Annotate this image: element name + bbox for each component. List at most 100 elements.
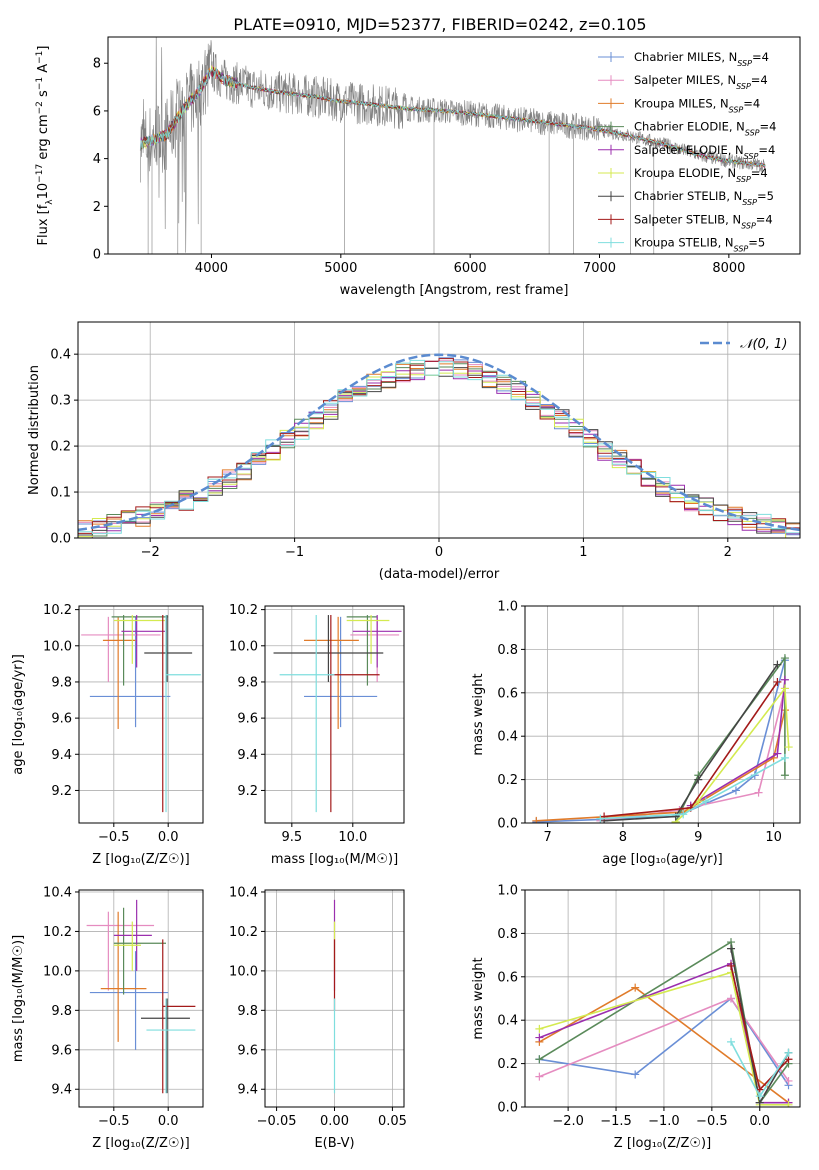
legend-label-sub: SSP [744,151,759,160]
mass-vs-ebv-panel: −0.05 0.00 0.05 9.4 9.6 9.8 10.0 10.2 10.4 E(B-V) [229,885,407,1151]
y-axis-label-part: 10 [36,183,51,200]
plot-area [532,654,793,823]
weight-line [604,664,779,822]
y-axis-label: age [log₁₀(age/yr)] [11,654,26,775]
y-tick-label: 10.4 [229,885,258,900]
x-tick-label: 7 [543,830,551,845]
x-tick-label: −0.5 [696,1114,728,1129]
plot-area [86,899,196,1094]
legend-label: Chabrier STELIB, NSSP=5 [634,189,774,207]
x-tick-label: 2 [724,545,732,560]
model-spectrum-line [139,67,766,168]
y-tick-label: 9.6 [51,712,72,727]
legend-label-count: =4 [756,212,773,226]
y-axis-label-part: −2 [35,101,45,114]
x-tick-label: 5000 [324,261,357,276]
y-tick-label: 0.0 [497,1101,518,1116]
y-axis-label-part: −17 [35,164,45,183]
y-tick-label: 0.4 [497,1014,518,1029]
figure-title: PLATE=0910, MJD=52377, FIBERID=0242, z=0… [233,15,646,34]
y-axis-label-part: erg cm [36,114,51,163]
legend-label-count: =4 [758,143,775,157]
axes-frame [78,889,204,1108]
legend-label-sub: SSP [729,105,744,114]
weight-line [674,655,786,823]
weight-marker [780,753,789,762]
legend-label-name: Chabrier STELIB, N [634,189,742,203]
legend-label-sub: SSP [736,175,751,184]
x-tick-label: 0.05 [378,1114,407,1129]
y-axis-label-part: −1 [35,77,45,90]
legend-label: Kroupa MILES, NSSP=4 [634,96,760,114]
weight-marker [780,654,789,663]
legend-label-sub: SSP [745,128,760,137]
x-axis-label: Z [log₁₀(Z/Z☉)] [614,1136,711,1151]
weight-marker [773,677,782,686]
y-tick-label: 10.2 [43,925,72,940]
legend-label-count: =5 [748,236,765,250]
weight-marker [784,1076,793,1085]
weight-marker [755,1092,764,1101]
y-tick-label: 9.2 [237,784,258,799]
legend-label-sub: SSP [736,82,751,91]
weight-marker [780,675,789,684]
weight-marker [596,814,605,823]
x-tick-label: −0.5 [98,830,130,845]
weight-marker [694,775,703,784]
weight-marker [727,944,736,953]
weight-line [536,660,786,823]
y-tick-label: 9.4 [51,1083,72,1098]
weight-line [539,997,790,1086]
y-axis-label: Normed distribution [27,365,42,495]
y-tick-label: 4 [93,152,101,167]
weight-vs-metallicity-panel: −2.0 −1.5 −1.0 −0.5 0.0 0.0 0.2 0.4 0.6 0.8 1.0 Z [… [471,884,801,1151]
legend-label: Salpeter STELIB, NSSP=4 [634,212,773,230]
y-axis-label-part: −1 [35,51,45,64]
y-tick-label: 8 [93,57,101,72]
x-tick-label: −1 [285,545,304,560]
y-tick-label: 10.2 [229,925,258,940]
legend-label-count: =4 [751,73,768,87]
axes-frame [524,889,801,1108]
y-tick-label: 1.0 [497,600,518,615]
y-axis-label: mass weight [471,673,486,755]
legend-label: Chabrier MILES, NSSP=4 [634,50,769,68]
legend-label-name: Kroupa MILES, N [634,96,729,110]
y-tick-label: 0.6 [497,970,518,985]
x-tick-label: 9.5 [281,830,302,845]
y-tick-label: 9.8 [51,675,72,690]
y-tick-label: 9.8 [237,675,258,690]
y-tick-label: 9.8 [51,1004,72,1019]
axes-frame [264,605,405,824]
y-axis-label-part: A [36,64,51,77]
x-tick-label: 0.0 [158,1114,179,1129]
legend-label-name: Kroupa STELIB, N [634,236,734,250]
axes-frame [524,605,801,824]
plot-area [81,615,201,813]
y-tick-label: 10.2 [229,603,258,618]
legend-label-name: Kroupa ELODIE, N [634,166,736,180]
x-tick-label: 1 [579,545,587,560]
y-tick-label: 9.6 [51,1043,72,1058]
weight-line [539,971,789,1106]
y-tick-label: 0.4 [497,730,518,745]
y-tick-label: 0.8 [497,927,518,942]
y-axis-label-part: λ [45,199,55,205]
weight-marker [784,1100,793,1107]
y-axis-label: mass weight [471,957,486,1039]
x-axis-label: Z [log₁₀(Z/Z☉)] [92,1136,189,1151]
y-tick-label: 0.1 [50,486,71,501]
x-axis-label: wavelength [Angstrom, rest frame] [340,283,569,298]
weight-marker [727,1037,736,1046]
weight-marker [784,743,793,752]
y-tick-label: 10.0 [43,639,72,654]
y-tick-label: 1.0 [497,884,518,899]
legend-label: Kroupa ELODIE, NSSP=4 [634,166,768,184]
y-tick-label: 9.2 [51,784,72,799]
weight-marker [727,961,736,970]
weight-marker [773,749,782,758]
y-tick-label: 0.3 [50,394,71,409]
y-tick-label: 0.8 [497,643,518,658]
legend-label-count: =5 [757,189,774,203]
x-tick-label: 10 [765,830,782,845]
